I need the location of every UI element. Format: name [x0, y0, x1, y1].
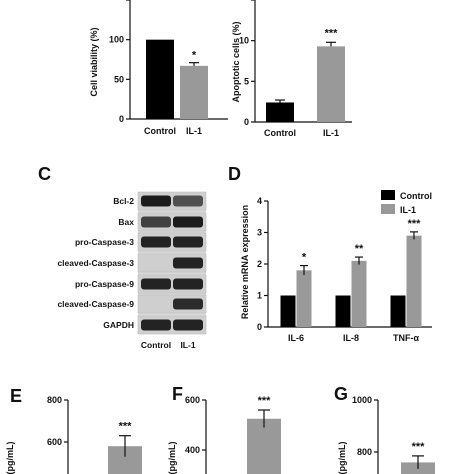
panel-c-row-label: cleaved-Caspase-9 — [57, 299, 134, 309]
panel-d-y-tick-label: 1 — [257, 291, 262, 301]
panel-f-y-tick-label: 600 — [185, 395, 200, 405]
panel-c-row-label: GAPDH — [103, 320, 134, 330]
panel-b-bar — [266, 102, 294, 122]
panel-f-bar — [247, 418, 281, 474]
panel-label-e: E — [10, 386, 22, 406]
panel-g-y-tick-label: 1000 — [352, 395, 372, 405]
panel-d-bar — [390, 295, 406, 327]
panel-c-band — [141, 319, 171, 331]
panel-c-band — [173, 236, 203, 248]
panel-b-y-tick-label: 0 — [244, 117, 249, 127]
panel-label-d: D — [228, 164, 241, 184]
panel-c-row-label: Bax — [118, 217, 134, 227]
panel-d-significance: ** — [355, 243, 364, 255]
panel-label-c: C — [38, 164, 51, 184]
panel-a-bar — [146, 39, 174, 119]
panel-g-y-label: (pg/mL) — [337, 442, 347, 474]
panel-d-y-label: Relative mRNA expression — [240, 205, 250, 319]
panel-g-significance: *** — [412, 441, 426, 453]
panel-e-significance: *** — [119, 421, 133, 433]
panel-b-x-tick-label: Control — [264, 128, 296, 138]
panel-d-bar — [335, 295, 351, 327]
panel-c-band — [173, 216, 203, 228]
panel-c-band — [141, 236, 171, 248]
panel-a-bar — [180, 65, 208, 119]
panel-d-x-tick-label: IL-8 — [343, 333, 359, 343]
panel-f-significance: *** — [258, 395, 272, 407]
panel-c-band — [173, 195, 203, 207]
panel-c-lane-label: IL-1 — [180, 340, 195, 350]
panel-d-significance: * — [302, 252, 307, 264]
panel-d-y-tick-label: 3 — [257, 228, 262, 238]
panel-a-y-tick-label: 100 — [109, 35, 124, 45]
panel-b-y-tick-label: 10 — [239, 36, 249, 46]
panel-label-g: G — [334, 384, 348, 404]
panel-c-band — [173, 319, 203, 331]
panel-c-row-label: Bcl-2 — [113, 196, 134, 206]
panel-b-y-label: Apoptotic cells (%) — [231, 21, 241, 102]
panel-a-x-tick-label: Control — [144, 126, 176, 136]
panel-d-legend-swatch — [381, 204, 395, 214]
panel-g-y-tick-label: 800 — [357, 447, 372, 457]
panel-c-row-label: pro-Caspase-9 — [75, 279, 134, 289]
panel-d-y-tick-label: 0 — [257, 322, 262, 332]
panel-e-y-label: (pg/mL) — [5, 442, 15, 474]
panel-d-bar — [351, 260, 367, 327]
panel-d-x-tick-label: TNF-α — [393, 333, 419, 343]
panel-c-lane-label: Control — [141, 340, 171, 350]
panel-a-y-tick-label: 50 — [114, 74, 124, 84]
panel-d-legend-label: Control — [400, 191, 432, 201]
panel-d-bar — [406, 235, 422, 327]
panel-f-y-tick-label: 400 — [185, 445, 200, 455]
panel-d-y-tick-label: 4 — [257, 196, 262, 206]
panel-c-band — [173, 278, 203, 290]
panel-c-band — [173, 257, 203, 269]
panel-c-band — [173, 298, 203, 310]
panel-d-bar — [296, 270, 312, 327]
panel-d-x-tick-label: IL-6 — [288, 333, 304, 343]
panel-a-y-label: Cell viability (%) — [89, 27, 99, 96]
panel-b-bar — [317, 46, 345, 122]
panel-d-y-tick-label: 2 — [257, 259, 262, 269]
panel-a-x-tick-label: IL-1 — [186, 126, 202, 136]
panel-d-bar — [280, 295, 296, 327]
panel-label-f: F — [172, 384, 183, 404]
panel-a-significance: * — [192, 50, 197, 62]
panel-d-legend-swatch — [381, 190, 395, 200]
panel-b-y-tick-label: 5 — [244, 76, 249, 86]
panel-a-y-tick-label: 0 — [119, 114, 124, 124]
panel-d-significance: *** — [408, 218, 422, 230]
panel-e-y-tick-label: 800 — [47, 395, 62, 405]
panel-b-x-tick-label: IL-1 — [323, 128, 339, 138]
panel-c-row-label: cleaved-Caspase-3 — [57, 258, 134, 268]
panel-c-band — [141, 278, 171, 290]
panel-f-y-label: (pg/mL) — [167, 442, 177, 474]
panel-b-significance: *** — [325, 27, 339, 39]
panel-d-legend-label: IL-1 — [400, 205, 416, 215]
panel-c-row-label: pro-Caspase-3 — [75, 237, 134, 247]
panel-c-band — [141, 195, 171, 207]
panel-c-band — [141, 216, 171, 228]
panel-e-y-tick-label: 600 — [47, 437, 62, 447]
